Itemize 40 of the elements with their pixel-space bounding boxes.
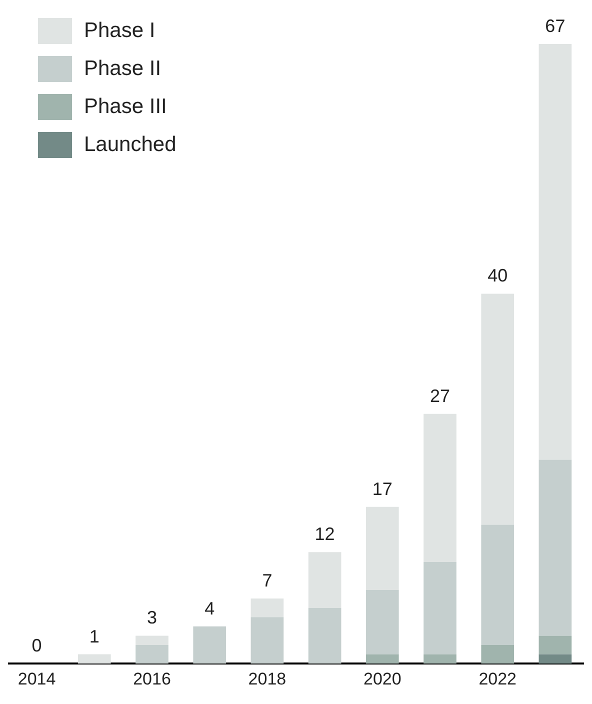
bar	[193, 626, 226, 664]
legend-label: Phase II	[84, 57, 162, 81]
annotation: 17	[372, 478, 392, 499]
x-tick-label: 2016	[133, 669, 171, 688]
annotation: 27	[430, 386, 450, 406]
bar	[538, 654, 572, 664]
bar	[481, 645, 514, 664]
annotation: 1	[89, 626, 100, 646]
bar	[424, 654, 456, 664]
bar	[366, 654, 399, 664]
bar	[538, 460, 572, 636]
bar	[424, 562, 456, 654]
annotation: 4	[204, 598, 215, 618]
bar	[136, 645, 168, 664]
legend-label: Launched	[84, 133, 176, 157]
bar	[250, 598, 284, 618]
x-tick-label: 2022	[478, 669, 517, 688]
bar	[366, 590, 399, 654]
annotation: 3	[146, 608, 158, 628]
bar	[78, 654, 111, 664]
annotation: 40	[488, 266, 508, 286]
bar	[481, 294, 514, 525]
bar	[538, 636, 572, 654]
text: 67	[545, 16, 566, 36]
bar	[424, 414, 456, 562]
x-tick-label: 2014	[18, 669, 56, 688]
bar	[538, 44, 572, 460]
x-tick-label: 2020	[363, 669, 402, 688]
annotation: 7	[262, 570, 272, 591]
annotation: 0	[32, 636, 42, 656]
legend-label: Phase III	[84, 95, 167, 119]
annotation: 12	[314, 524, 335, 544]
bar	[136, 636, 168, 646]
bar	[481, 524, 514, 646]
bar	[366, 506, 399, 590]
bar	[308, 608, 342, 664]
bar	[308, 552, 342, 608]
legend-label: Phase I	[84, 19, 156, 43]
x-tick-label: 2018	[248, 669, 286, 688]
bar	[250, 617, 284, 664]
